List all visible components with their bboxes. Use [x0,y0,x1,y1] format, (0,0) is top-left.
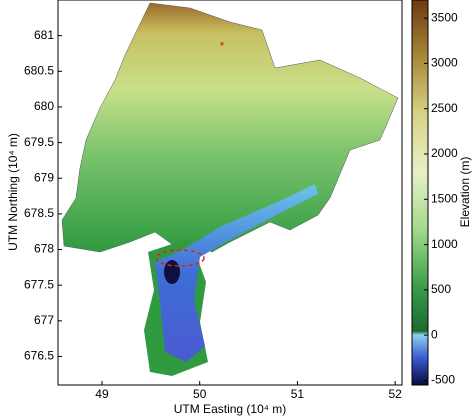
y-tick-label: 677 [34,313,54,327]
colorbar-tick-label: 2000 [431,146,458,160]
colorbar-tick-label: 0 [431,327,438,341]
deep-basin [164,260,180,284]
colorbar-tick-label: -500 [431,373,455,387]
x-tick-label: 49 [95,387,109,401]
y-tick-label: 680 [34,99,54,113]
colorbar-tick-label: 1000 [431,237,458,251]
x-axis-label: UTM Easting (10⁴ m) [174,402,287,416]
marker-star: * [220,39,225,53]
study-area [155,249,205,267]
colorbar-tick-label: 2500 [431,101,458,115]
colorbar-tick-label: 500 [431,282,451,296]
x-tick-label: 50 [193,387,207,401]
y-tick-label: 680.5 [24,63,54,77]
plot-area: * [57,0,403,386]
y-tick-label: 678 [34,242,54,256]
colorbar-tick-label: 3000 [431,56,458,70]
x-tick-label: 52 [388,387,402,401]
y-tick-label: 679.5 [24,135,54,149]
y-tick-label: 679 [34,170,54,184]
x-tick-label: 51 [291,387,305,401]
y-axis-label: UTM Northing (10⁴ m) [6,133,20,251]
lake [155,184,318,362]
y-tick-label: 681 [34,28,54,42]
colorbar-label: Elevation (m) [458,157,472,228]
y-tick-label: 677.5 [24,277,54,291]
y-tick-label: 676.5 [24,349,54,363]
colorbar [411,0,429,386]
colorbar-tick-label: 1500 [431,191,458,205]
y-tick-label: 678.5 [24,206,54,220]
colorbar-tick-label: 3500 [431,10,458,24]
